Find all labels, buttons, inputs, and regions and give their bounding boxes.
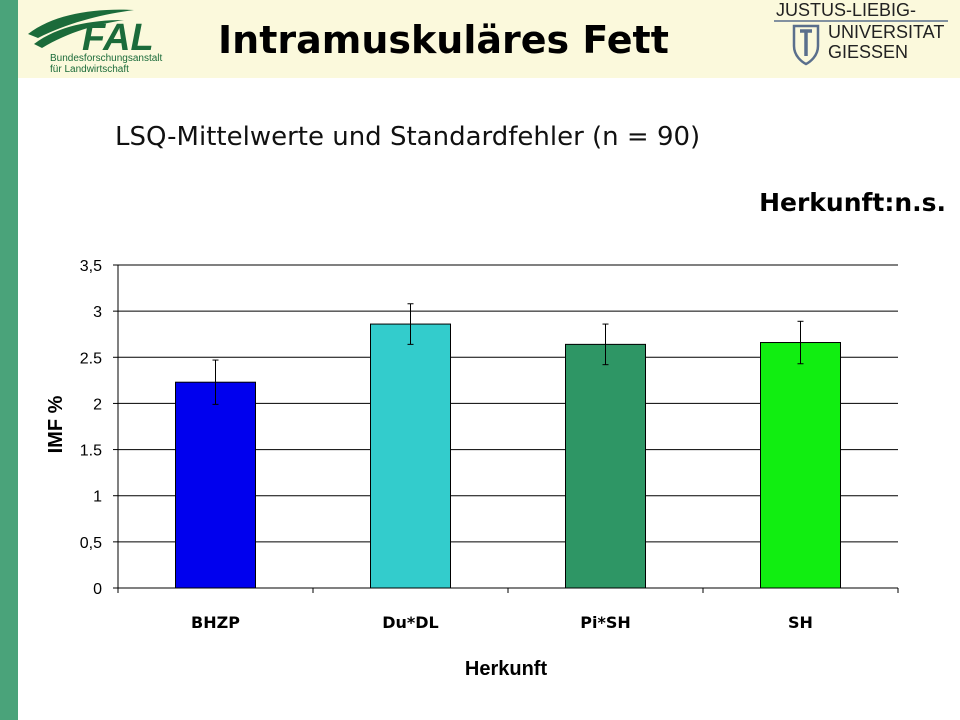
significance-note: Herkunft:n.s. [759, 188, 946, 217]
fal-subtitle: Bundesforschungsanstalt für Landwirtscha… [50, 53, 162, 75]
jlu-line-2: UNIVERSITAT [828, 22, 945, 42]
x-tick-label: SH [788, 613, 813, 632]
y-tick-label: 0 [93, 581, 102, 598]
jlu-line-1: JUSTUS-LIEBIG- [776, 0, 917, 20]
bar-pi-sh [565, 343, 646, 589]
y-tick-label: 0,5 [80, 535, 102, 552]
y-tick-label: 1.5 [80, 443, 102, 460]
x-tick-label: Pi*SH [580, 613, 631, 632]
y-tick-label: 1 [93, 489, 102, 506]
y-tick-label: 3,5 [80, 258, 102, 275]
bar-bhzp [175, 381, 256, 589]
bar-sh [760, 342, 841, 589]
jlu-line-3: GIESSEN [828, 42, 909, 62]
y-tick-label: 3 [93, 304, 102, 321]
fal-subtitle-line-2: für Landwirtschaft [50, 64, 129, 75]
y-tick-label: 2 [93, 396, 102, 413]
y-tick-label: 2.5 [80, 350, 102, 367]
x-tick-label: BHZP [191, 613, 240, 632]
y-axis-label: IMF % [45, 395, 67, 453]
x-tick-label: Du*DL [382, 613, 439, 632]
bar-du-dl [370, 323, 451, 589]
header-band [18, 0, 960, 78]
fal-subtitle-line-1: Bundesforschungsanstalt [50, 53, 163, 64]
chart-subtitle: LSQ-Mittelwerte und Standardfehler (n = … [115, 122, 701, 152]
left-accent-stripe [0, 0, 18, 720]
jlu-logo: JUSTUS-LIEBIG- UNIVERSITAT GIESSEN [772, 0, 952, 70]
fal-logo: FAL [28, 9, 154, 59]
fal-wordmark: FAL [82, 17, 154, 59]
slide-title: Intramuskuläres Fett [218, 18, 669, 62]
x-axis-label: Herkunft [465, 658, 548, 680]
